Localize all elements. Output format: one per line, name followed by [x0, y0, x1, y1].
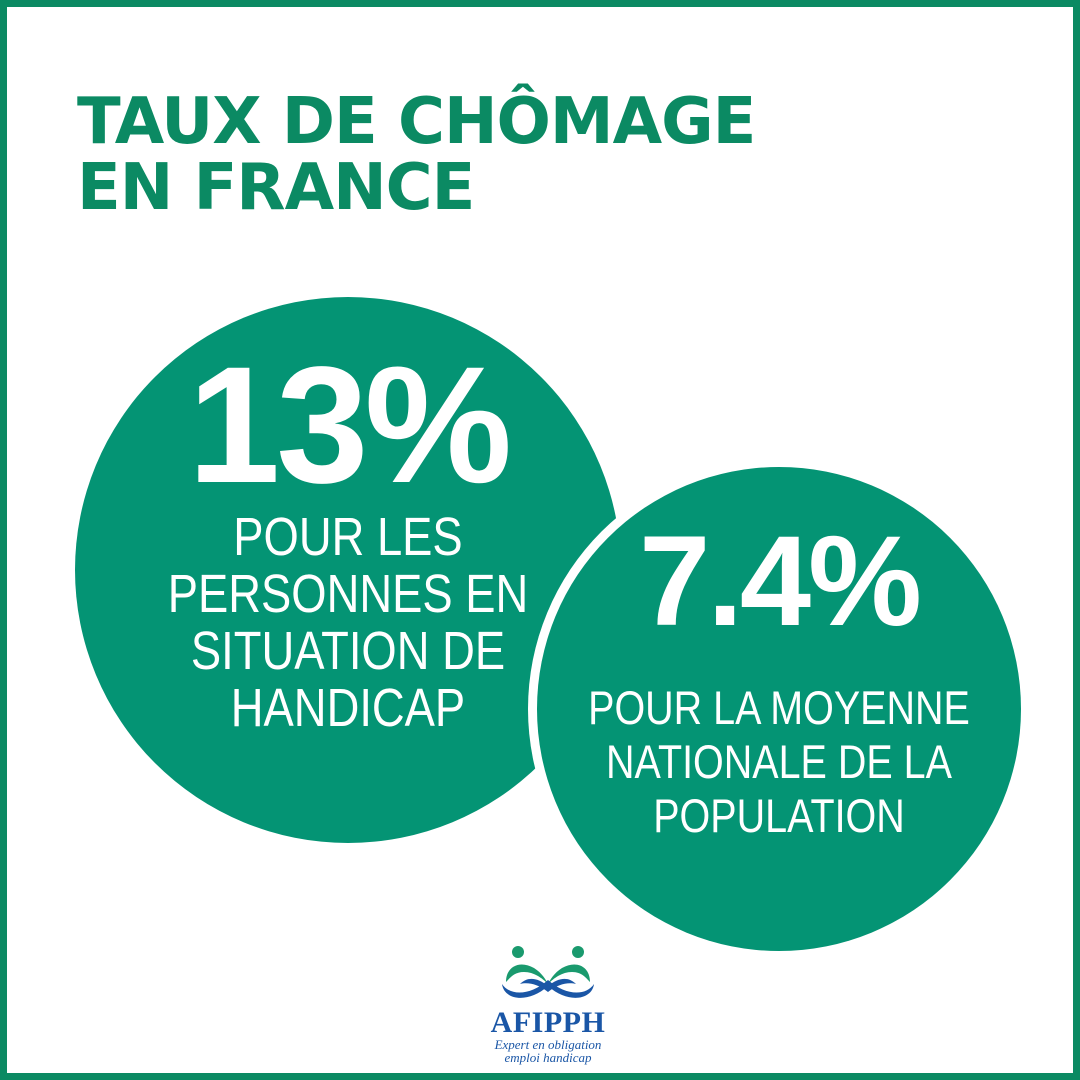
stat-circle-national-average: 7.4% POUR LA MOYENNE NATIONALE DE LA POP… — [537, 467, 1021, 951]
logo-arm-right — [548, 964, 590, 984]
stat-value-disabled: 13% — [187, 333, 512, 518]
stat-label-line: NATIONALE DE LA — [606, 735, 952, 788]
stat-label-line: PERSONNES EN — [167, 564, 529, 624]
page-title: TAUX DE CHÔMAGE EN FRANCE — [77, 85, 756, 225]
title-line-1: TAUX DE CHÔMAGE — [77, 85, 756, 159]
logo-infinity-inner — [520, 978, 576, 992]
logo-tagline-line-1: Expert en obligation — [494, 1037, 602, 1052]
logo-infinity-body — [502, 980, 594, 998]
logo-arm-left — [506, 964, 548, 984]
stat-label-line: POPULATION — [653, 789, 905, 842]
afipph-people-infinity-logo-icon — [502, 946, 594, 998]
stat-label-line: HANDICAP — [230, 678, 466, 738]
stat-value-national: 7.4% — [639, 510, 922, 653]
logo-head-right — [572, 946, 584, 958]
title-line-2: EN FRANCE — [77, 151, 475, 225]
stat-label-line: POUR LES — [233, 507, 463, 567]
logo-tagline-line-2: emploi handicap — [504, 1050, 592, 1065]
logo-head-left — [512, 946, 524, 958]
stat-label-national: POUR LA MOYENNE NATIONALE DE LA POPULATI… — [576, 681, 983, 843]
afipph-logo: AFIPPH Expert en obligation emploi handi… — [477, 942, 619, 1068]
stat-label-line: SITUATION DE — [190, 621, 506, 681]
stat-circle-disabled-persons: 13% POUR LES PERSONNES EN SITUATION DE H… — [75, 297, 621, 843]
logo-name: AFIPPH — [490, 1006, 606, 1039]
stat-label-line: POUR LA MOYENNE — [588, 681, 970, 734]
stat-label-disabled: POUR LES PERSONNES EN SITUATION DE HANDI… — [119, 509, 578, 737]
